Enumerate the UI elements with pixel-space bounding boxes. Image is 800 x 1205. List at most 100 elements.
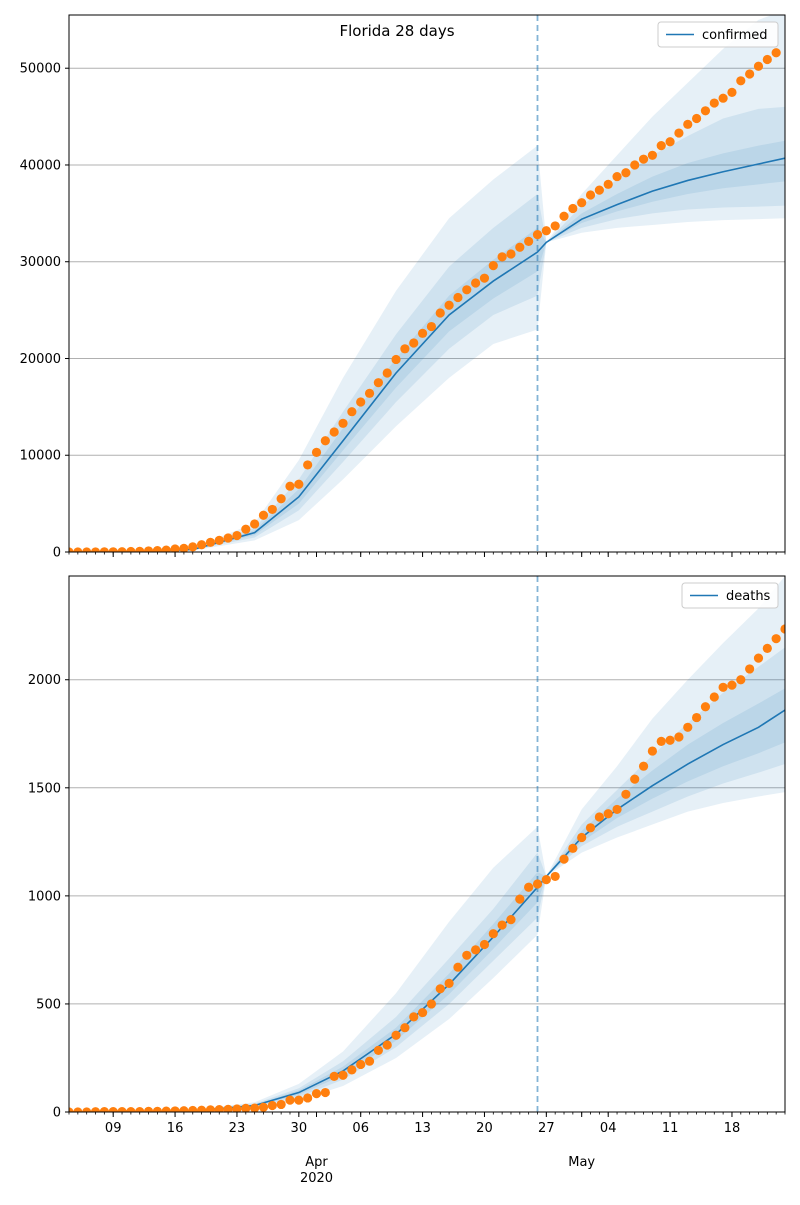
data-point — [683, 119, 693, 129]
data-point — [532, 879, 543, 889]
x-month-label: Apr — [305, 1155, 328, 1170]
data-point — [250, 1103, 260, 1112]
data-point — [356, 397, 366, 407]
data-point — [479, 273, 490, 283]
data-point — [630, 774, 640, 784]
data-point — [692, 113, 702, 124]
legend-box — [681, 582, 779, 609]
data-point — [232, 1104, 242, 1112]
data-point — [205, 1105, 216, 1112]
data-point — [356, 1059, 366, 1070]
data-point — [692, 712, 702, 723]
data-point — [303, 460, 313, 470]
data-point — [488, 261, 498, 271]
data-point — [152, 546, 162, 552]
data-point — [515, 242, 525, 252]
data-point — [568, 843, 578, 853]
y-tick-label: 0 — [53, 1106, 61, 1121]
data-point — [285, 1095, 295, 1105]
data-point — [647, 150, 658, 160]
data-point — [771, 48, 781, 58]
data-point — [638, 154, 649, 164]
data-point — [223, 533, 233, 543]
data-point — [400, 344, 410, 354]
data-point — [69, 547, 74, 552]
x-tick-label: 27 — [538, 1121, 555, 1136]
data-point — [621, 168, 631, 178]
data-point — [152, 1106, 162, 1112]
data-point — [143, 546, 154, 552]
data-point — [196, 540, 207, 550]
data-point — [497, 252, 507, 262]
data-point — [727, 680, 737, 690]
data-point — [205, 537, 216, 547]
data-point — [453, 292, 463, 303]
data-point — [753, 61, 764, 71]
data-point — [179, 543, 189, 552]
data-point — [188, 542, 198, 552]
data-point — [400, 1023, 410, 1033]
data-point — [665, 735, 675, 745]
legend: confirmed — [657, 21, 779, 48]
x-tick-label: 30 — [291, 1121, 308, 1136]
data-point — [638, 761, 649, 771]
data-point — [471, 278, 481, 288]
axes-frame — [68, 14, 786, 553]
data-point — [762, 54, 772, 65]
data-point — [700, 702, 711, 712]
data-point — [718, 93, 728, 103]
data-point — [73, 1107, 83, 1112]
data-point — [232, 530, 242, 541]
data-point — [524, 882, 534, 892]
data-point — [497, 920, 507, 930]
data-point — [435, 984, 445, 994]
data-point — [753, 653, 764, 663]
chart-panel-2: 0 500 1000 1500 2000 09 16 23 30 06 13 20 27 04 11 18 Ap… — [28, 575, 786, 1186]
data-point — [126, 546, 136, 552]
data-point — [559, 854, 569, 864]
data-point — [621, 789, 631, 799]
data-point — [745, 664, 755, 674]
actual-points — [69, 624, 785, 1112]
y-tick-label: 1500 — [28, 781, 61, 796]
y-tick-label: 10000 — [20, 449, 61, 464]
uncertainty-band-outer — [69, 15, 785, 552]
data-point — [745, 69, 755, 79]
data-point — [603, 179, 613, 189]
data-point — [382, 1040, 392, 1050]
data-point — [771, 634, 781, 644]
data-point — [188, 1105, 198, 1112]
data-point — [709, 692, 719, 702]
data-point — [338, 1070, 348, 1080]
data-point — [577, 832, 587, 843]
y-tick-label: 20000 — [20, 352, 61, 367]
data-point — [585, 190, 596, 200]
data-point — [462, 950, 472, 960]
data-point — [320, 436, 330, 446]
data-point — [426, 321, 437, 332]
data-point — [329, 1071, 339, 1081]
data-point — [214, 535, 224, 545]
data-point — [718, 682, 728, 692]
data-point — [135, 1106, 145, 1112]
data-point — [709, 98, 719, 108]
uncertainty-band-mid — [69, 647, 785, 1112]
data-point — [488, 929, 498, 939]
data-point — [311, 447, 322, 457]
data-point — [577, 198, 587, 208]
data-point — [82, 1107, 92, 1112]
data-point — [338, 418, 348, 428]
data-point — [524, 236, 534, 247]
data-point — [241, 1103, 251, 1112]
data-point — [656, 141, 666, 151]
data-point — [126, 1106, 136, 1112]
x-year-label: 2020 — [300, 1171, 333, 1186]
x-tick-label: 20 — [476, 1121, 493, 1136]
uncertainty-band-inner — [69, 140, 785, 552]
y-tick-label: 40000 — [20, 158, 61, 173]
data-point — [179, 1106, 189, 1112]
data-point — [69, 1107, 74, 1112]
data-point — [736, 76, 746, 86]
data-point — [117, 547, 127, 552]
data-point — [373, 378, 383, 388]
